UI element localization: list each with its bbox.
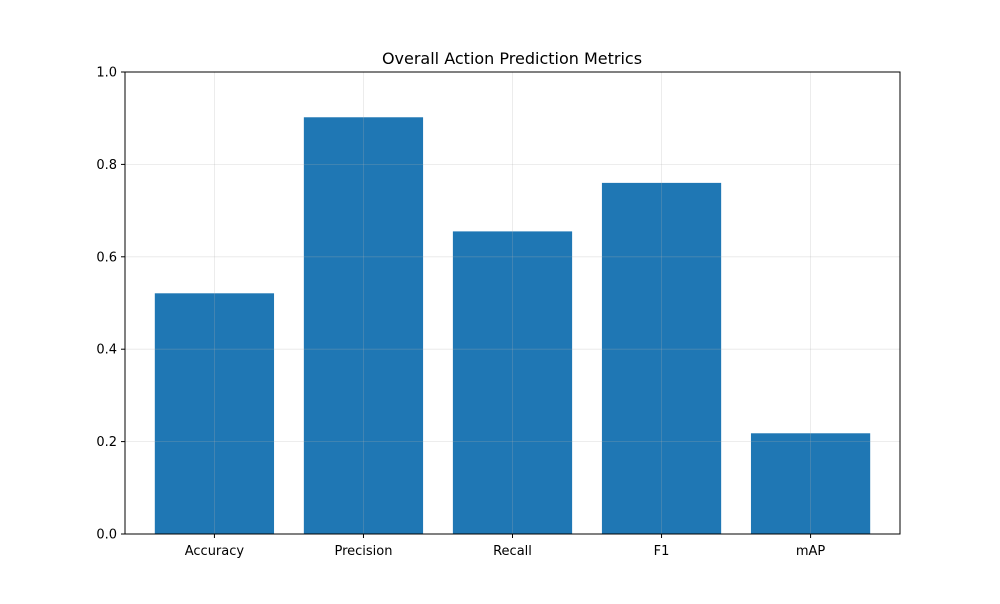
x-axis: Accuracy Precision Recall F1 mAP [185, 534, 826, 559]
x-tick-label-map: mAP [796, 544, 826, 559]
x-tick-label-precision: Precision [334, 544, 392, 559]
bar-precision [303, 117, 424, 534]
x-tick-label-f1: F1 [654, 544, 670, 559]
bars [154, 117, 871, 534]
y-tick-label: 0.2 [96, 435, 117, 450]
y-tick-label: 0.6 [96, 250, 117, 265]
chart-title: Overall Action Prediction Metrics [382, 49, 642, 68]
bar-recall [452, 231, 573, 534]
bar-f1 [601, 182, 722, 534]
bar-accuracy [154, 293, 275, 534]
y-axis: 0.0 0.2 0.4 0.6 0.8 1.0 [96, 66, 125, 543]
x-tick-label-accuracy: Accuracy [185, 544, 245, 559]
y-tick-label: 0.8 [96, 158, 117, 173]
y-tick-label: 1.0 [96, 66, 117, 81]
y-tick-label: 0.4 [96, 343, 117, 358]
x-tick-label-recall: Recall [493, 544, 532, 559]
y-tick-label: 0.0 [96, 528, 117, 543]
bar-map [750, 433, 871, 534]
